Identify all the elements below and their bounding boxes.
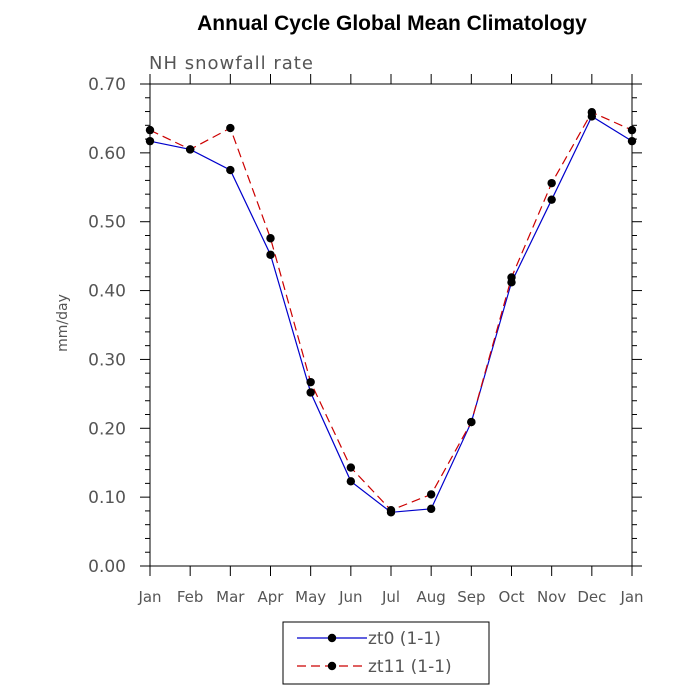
x-tick-label: Jun — [338, 588, 362, 606]
x-tick-label: Mar — [216, 588, 245, 606]
x-tick-label: Jan — [137, 588, 161, 606]
x-tick-label: Aug — [417, 588, 446, 606]
axes — [140, 74, 642, 576]
x-tick-label: Feb — [177, 588, 204, 606]
legend-items: zt0 (1-1) zt11 (1-1) — [297, 629, 452, 677]
data-point-series-1 — [145, 136, 155, 146]
data-point-series-2 — [587, 108, 597, 117]
y-tick-label: 0.50 — [88, 213, 126, 233]
chart-title: Annual Cycle Global Mean Climatology — [197, 12, 587, 35]
series-line-2 — [149, 111, 633, 511]
data-point-series-2 — [145, 125, 155, 135]
plot-frame — [149, 83, 633, 567]
x-tick-label: Sep — [457, 588, 485, 606]
data-point-series-1 — [306, 388, 315, 397]
x-tick-labels: Jan Feb Mar Apr May Jun Jul Aug Sep Oct Nov Dec Jan — [137, 588, 643, 606]
data-point-series-2 — [386, 506, 396, 515]
data-point-series-2 — [266, 234, 275, 243]
x-tick-label: Jan — [619, 588, 643, 606]
legend-marker-2 — [327, 661, 337, 671]
data-point-series-2 — [547, 178, 556, 188]
data-point-series-1 — [266, 250, 275, 259]
legend: zt0 (1-1) zt11 (1-1) — [282, 621, 490, 685]
x-tick-label: Dec — [577, 588, 606, 606]
y-tick-label: 0.10 — [88, 488, 126, 508]
x-tick-label: Apr — [258, 588, 285, 606]
legend-label-2: zt11 (1-1) — [368, 657, 452, 677]
data-point-series-2 — [226, 123, 235, 133]
data-point-series-1 — [226, 165, 235, 175]
series-layer — [145, 108, 637, 517]
y-tick-label: 0.30 — [88, 350, 126, 370]
data-point-series-2 — [426, 490, 436, 499]
series-line-1 — [149, 115, 633, 513]
y-tick-label: 0.60 — [88, 144, 126, 164]
chart-subtitle: NH snowfall rate — [149, 53, 314, 74]
data-point-series-2 — [467, 417, 476, 427]
x-tick-label: Oct — [499, 588, 525, 606]
y-axis-label: mm/day — [55, 294, 71, 352]
data-point-series-2 — [306, 377, 315, 387]
y-tick-label: 0.20 — [88, 419, 126, 439]
x-tick-label: Nov — [537, 588, 566, 606]
y-tick-label: 0.40 — [88, 282, 126, 302]
data-point-series-2 — [507, 273, 516, 282]
data-point-series-1 — [426, 504, 436, 514]
legend-marker-1 — [327, 633, 337, 643]
x-tick-label: Jul — [381, 588, 400, 606]
x-tick-label: May — [295, 588, 326, 606]
y-tick-label: 0.70 — [88, 75, 126, 95]
legend-label-1: zt0 (1-1) — [368, 629, 441, 649]
data-point-series-1 — [346, 477, 356, 486]
legend-box — [282, 621, 490, 685]
data-point-series-2 — [185, 145, 195, 154]
data-point-series-2 — [346, 463, 356, 472]
y-tick-labels: 0.00 0.10 0.20 0.30 0.40 0.50 0.60 0.70 — [88, 75, 126, 577]
data-point-series-2 — [627, 125, 637, 135]
data-point-series-1 — [547, 195, 556, 204]
y-tick-label: 0.00 — [88, 557, 126, 577]
data-point-series-1 — [627, 136, 637, 146]
